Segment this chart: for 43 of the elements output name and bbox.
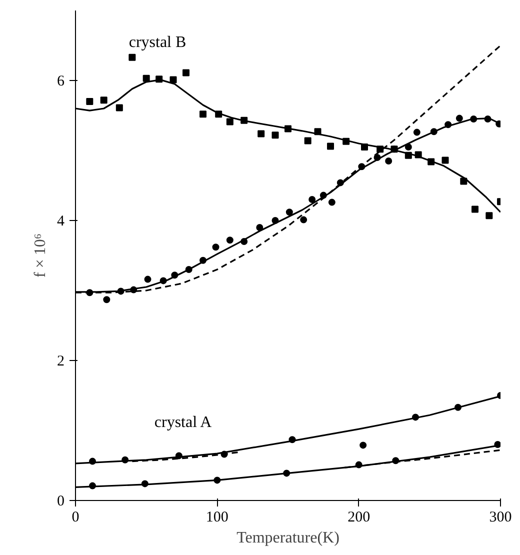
y-axis-title: f × 10⁶ xyxy=(32,234,49,278)
x-tick-label: 300 xyxy=(489,510,512,526)
x-tick-label: 0 xyxy=(72,510,80,526)
point xyxy=(486,212,493,220)
point xyxy=(226,118,234,126)
x-axis-title: Temperature(K) xyxy=(236,530,340,546)
point xyxy=(256,224,264,231)
point xyxy=(472,206,478,213)
point xyxy=(385,158,392,164)
point xyxy=(100,96,108,104)
point xyxy=(144,276,152,283)
point xyxy=(327,142,334,150)
point xyxy=(200,110,206,118)
point xyxy=(328,198,336,206)
point xyxy=(300,216,308,224)
annotation: crystal B xyxy=(128,34,186,51)
point xyxy=(442,156,449,164)
point xyxy=(86,98,94,105)
point xyxy=(413,128,420,136)
point xyxy=(128,54,136,61)
point xyxy=(103,296,110,304)
point xyxy=(142,74,150,82)
x-tick-label: 200 xyxy=(348,510,370,526)
point xyxy=(182,69,190,76)
point xyxy=(212,244,220,251)
point xyxy=(304,137,312,144)
point xyxy=(404,144,412,150)
point xyxy=(170,76,177,84)
y-tick-label: 4 xyxy=(57,214,65,230)
point xyxy=(460,178,468,185)
point xyxy=(286,208,293,216)
point xyxy=(308,196,316,203)
point xyxy=(272,132,279,139)
point xyxy=(226,236,234,244)
point xyxy=(360,442,367,449)
y-tick-label: 6 xyxy=(57,74,65,90)
annotation: crystal A xyxy=(154,414,212,431)
point xyxy=(456,114,463,122)
point xyxy=(116,104,123,112)
x-tick-label: 100 xyxy=(206,510,228,526)
y-tick-label: 2 xyxy=(57,354,64,370)
point xyxy=(258,130,265,138)
y-tick-label: 0 xyxy=(57,494,64,510)
